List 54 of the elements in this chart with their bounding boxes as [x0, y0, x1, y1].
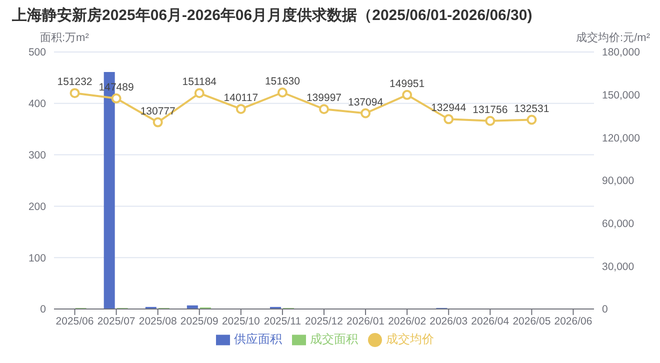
x-tick-label: 2025/11 — [264, 315, 302, 328]
point — [194, 88, 204, 98]
y2-tick-label: 180,000 — [602, 46, 640, 59]
point — [111, 93, 122, 104]
x-tick-label: 2026/06 — [554, 315, 592, 328]
point — [444, 114, 454, 124]
x-tick-label: 2025/10 — [222, 315, 260, 328]
data-label: 132944 — [431, 102, 466, 114]
x-tick-label: 2025/12 — [305, 315, 344, 328]
point — [70, 88, 80, 98]
y-tick-label: 0 — [40, 304, 46, 316]
y-tick-label: 200 — [28, 200, 46, 213]
x-tick-label: 2025/06 — [56, 315, 94, 328]
data-label: 132531 — [514, 102, 550, 115]
x-tick-label: 2026/03 — [430, 315, 468, 328]
y2-tick-label: 0 — [602, 304, 608, 316]
data-label: 151630 — [264, 76, 300, 88]
y2-tick-label: 30,000 — [602, 260, 634, 273]
point — [526, 114, 537, 125]
data-label: 140117 — [224, 92, 258, 104]
y2-tick-label: 120,000 — [602, 132, 640, 144]
y-tick-label: 400 — [28, 98, 46, 110]
x-tick-label: 2026/04 — [471, 315, 510, 328]
y-tick-label: 500 — [28, 46, 46, 59]
x-tick-label: 2026/02 — [388, 315, 426, 328]
x-tick-label: 2026/01 — [346, 315, 385, 328]
y2-tick-label: 150,000 — [602, 90, 640, 102]
point — [360, 108, 371, 118]
x-tick-label: 2025/08 — [138, 315, 177, 328]
y2-tick-label: 90,000 — [602, 175, 634, 188]
legend-label: 供应面积 — [234, 332, 282, 346]
data-label: 151232 — [57, 76, 92, 88]
x-tick-label: 2025/07 — [97, 315, 136, 328]
x-tick-label: 2026/05 — [512, 315, 551, 328]
y-tick-label: 300 — [28, 150, 46, 162]
point — [402, 90, 412, 100]
point — [152, 117, 163, 128]
point — [236, 104, 246, 114]
data-label: 131756 — [472, 104, 508, 116]
data-label: 137094 — [348, 96, 384, 108]
x-tick-label: 2025/09 — [180, 315, 219, 328]
y-axis-title: 面积:万m² — [40, 31, 89, 45]
chart-title: 上海静安新房2025年06月-2026年06月月度供求数据（2025/06/01-2026/06/30) — [12, 6, 532, 25]
y2-tick-label: 60,000 — [602, 218, 634, 230]
legend-label: 成交均价 — [386, 332, 434, 346]
data-label: 151184 — [182, 76, 217, 88]
y2-axis-title: 成交均价:元/m² — [576, 30, 650, 45]
point — [319, 104, 329, 114]
data-label: 149951 — [390, 78, 425, 90]
point — [485, 116, 496, 126]
point — [277, 88, 288, 98]
y-tick-label: 100 — [28, 252, 46, 264]
legend-label: 成交面积 — [310, 332, 358, 346]
data-label: 139997 — [306, 92, 342, 104]
